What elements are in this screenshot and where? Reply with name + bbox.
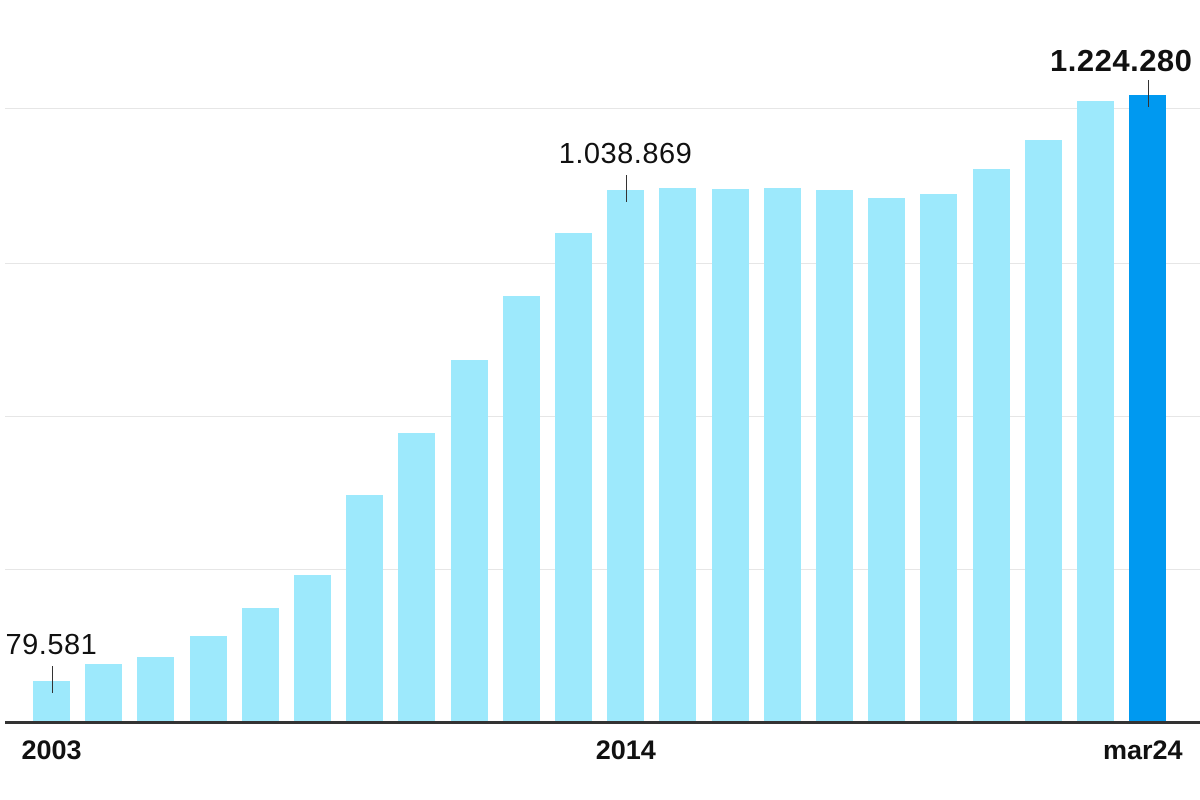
value-annotation: 1.224.280: [1050, 43, 1193, 79]
value-annotation: 1.038.869: [558, 138, 693, 170]
bar-2022: [1024, 139, 1062, 722]
bar-2015: [659, 187, 697, 722]
x-axis-baseline: [5, 721, 1200, 724]
bar-2013: [555, 232, 592, 722]
bar-2021: [972, 168, 1010, 722]
gridline: [5, 108, 1200, 109]
bar-2011: [450, 360, 488, 722]
bar-2019: [868, 198, 906, 722]
bar-2010: [398, 432, 436, 722]
annotation-leader-line: [51, 666, 53, 694]
bar-2016: [711, 188, 749, 722]
x-tick-label: 2014: [595, 735, 656, 765]
bar-2007: [241, 607, 279, 722]
x-tick-label: mar24: [1103, 735, 1183, 765]
bar-2005: [137, 656, 175, 722]
bar-mar24: [1129, 95, 1167, 722]
x-tick-label: 2003: [21, 735, 82, 765]
gridline: [5, 263, 1200, 264]
bar-2009: [346, 495, 384, 722]
bar-2006: [189, 635, 227, 722]
bar-2004: [85, 664, 123, 722]
bar-2014: [607, 190, 645, 722]
bar-2017: [763, 187, 801, 722]
bar-2012: [502, 296, 540, 722]
gridline: [5, 416, 1200, 417]
bar-2023: [1077, 101, 1114, 722]
bar-2018: [816, 189, 853, 722]
bar-2020: [920, 194, 958, 722]
annotation-leader-line: [625, 175, 627, 202]
gridline: [5, 569, 1200, 570]
bar-2008: [294, 574, 331, 722]
value-annotation: 79.581: [5, 629, 98, 662]
annotation-leader-line: [1147, 80, 1149, 108]
